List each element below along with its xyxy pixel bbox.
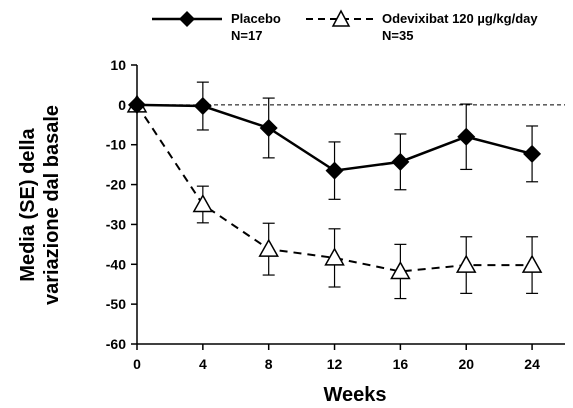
- x-axis-title: Weeks: [323, 384, 386, 406]
- data-point: [325, 161, 344, 180]
- y-tick-label: 0: [118, 97, 126, 113]
- series-placebo: [128, 81, 542, 200]
- y-tick-label: -30: [106, 216, 126, 232]
- y-tick-label: 10: [110, 57, 126, 73]
- legend-label-placebo: Placebo: [231, 11, 281, 26]
- data-point: [193, 97, 212, 116]
- series-odevixibat: [126, 94, 543, 300]
- x-tick-label: 8: [265, 356, 273, 372]
- y-tick-label: -20: [106, 177, 126, 193]
- data-point: [521, 254, 543, 273]
- x-tick-label: 16: [393, 356, 409, 372]
- y-tick-label: -50: [106, 296, 126, 312]
- data-point: [128, 95, 146, 114]
- legend-item-placebo: Placebo N=17: [152, 11, 281, 43]
- x-axis-ticks: 0 4 8 12 16 20 24: [133, 344, 540, 372]
- data-point: [457, 127, 476, 146]
- legend-label-odevixibat: Odevixibat 120 µg/kg/day: [382, 11, 538, 26]
- legend-sublabel-placebo: N=17: [231, 28, 262, 43]
- data-point: [324, 247, 345, 266]
- y-tick-label: -10: [106, 137, 126, 153]
- data-point: [455, 254, 477, 273]
- y-tick-label: -40: [106, 256, 126, 272]
- legend: Placebo N=17 Odevixibat 120 µg/kg/day N=…: [152, 9, 538, 43]
- data-point: [258, 238, 279, 257]
- plot-area: [126, 81, 543, 300]
- y-tick-label: -60: [106, 336, 126, 352]
- x-tick-label: 20: [458, 356, 474, 372]
- data-point: [523, 144, 542, 163]
- y-axis-ticks: 10 0 -10 -20 -30 -40 -50 -60: [106, 57, 137, 352]
- data-point: [390, 260, 411, 280]
- y-axis-title-line2: variazione dal basale: [41, 105, 63, 305]
- data-point: [391, 152, 410, 171]
- x-tick-label: 4: [199, 356, 207, 372]
- legend-item-odevixibat: Odevixibat 120 µg/kg/day N=35: [306, 9, 538, 43]
- data-point: [192, 193, 214, 213]
- y-axis-title-line1: Media (SE) della: [17, 127, 39, 281]
- data-point: [259, 118, 278, 137]
- x-tick-label: 0: [133, 356, 141, 372]
- x-tick-label: 12: [327, 356, 343, 372]
- x-tick-label: 24: [524, 356, 540, 372]
- legend-sublabel-odevixibat: N=35: [382, 28, 413, 43]
